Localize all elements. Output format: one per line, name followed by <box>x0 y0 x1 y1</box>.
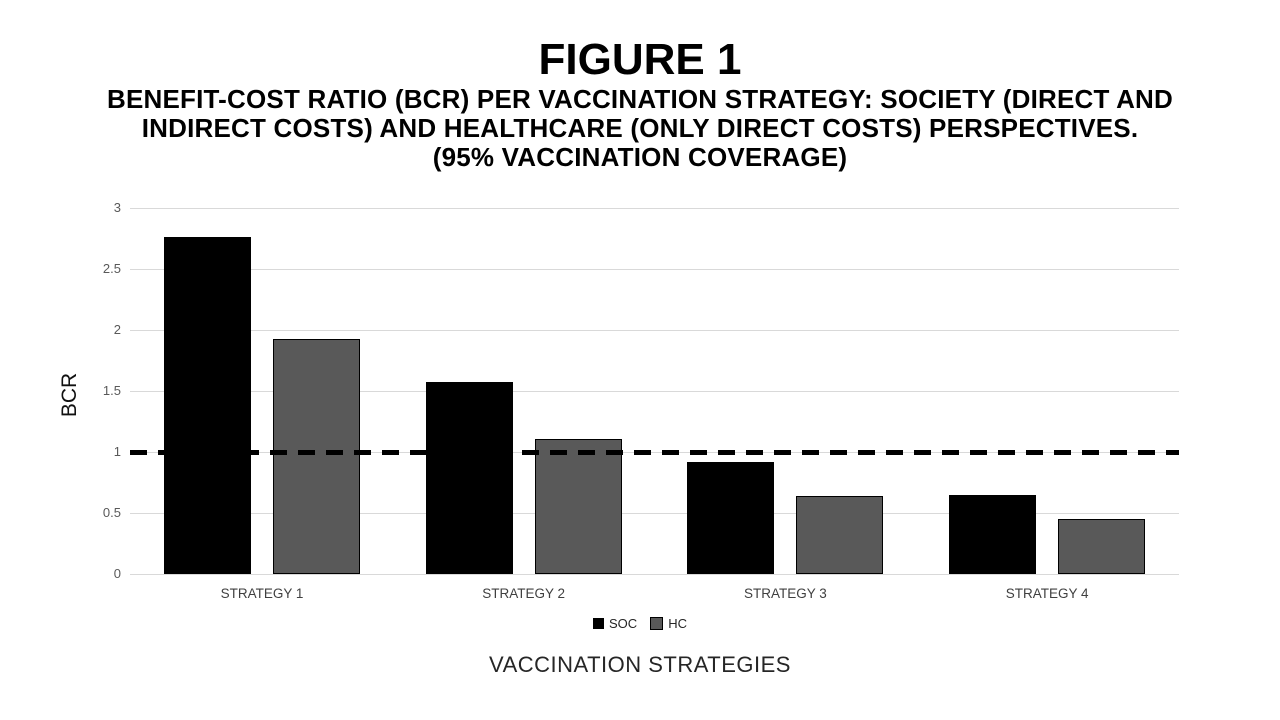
bar-soc-strategy-3 <box>687 462 775 574</box>
gridline-0.5 <box>130 513 1179 514</box>
gridline-2.5 <box>130 269 1179 270</box>
gridline-2 <box>130 330 1179 331</box>
legend-swatch-hc <box>650 617 664 630</box>
subtitle-line-2: INDIRECT COSTS) AND HEALTHCARE (ONLY DIR… <box>141 113 1139 143</box>
legend-label-hc: HC <box>668 616 687 631</box>
y-tick-label-0: 0 <box>113 566 121 581</box>
y-tick-label-2: 2 <box>113 322 121 337</box>
y-tick-label-2.5: 2.5 <box>102 261 121 276</box>
legend-item-hc: HC <box>650 616 687 631</box>
reference-line-bcr-1 <box>130 449 1179 455</box>
bar-hc-strategy-4 <box>1058 519 1146 574</box>
x-category-label: STRATEGY 2 <box>482 586 566 601</box>
subtitle-line-3: (95% VACCINATION COVERAGE) <box>432 142 848 172</box>
legend-label-soc: SOC <box>609 616 638 631</box>
figure-title: FIGURE 1 <box>538 35 742 84</box>
x-category-label: STRATEGY 1 <box>220 586 304 601</box>
subtitle-line-1: BENEFIT-COST RATIO (BCR) PER VACCINATION… <box>106 84 1174 114</box>
x-category-label: STRATEGY 3 <box>744 586 827 601</box>
figure-subtitle: BENEFIT-COST RATIO (BCR) PER VACCINATION… <box>40 85 1240 172</box>
x-axis-title: VACCINATION STRATEGIES <box>489 652 791 677</box>
gridline-3 <box>130 208 1179 209</box>
y-tick-label-1.5: 1.5 <box>102 383 121 398</box>
y-tick-label-1: 1 <box>113 444 121 459</box>
legend: SOC HC <box>0 616 1280 631</box>
bar-soc-strategy-1 <box>164 237 251 574</box>
bar-soc-strategy-2 <box>425 382 513 574</box>
y-tick-label-0.5: 0.5 <box>102 505 121 520</box>
bar-hc-strategy-1 <box>273 339 360 574</box>
gridline-1.5 <box>130 391 1179 392</box>
bar-hc-strategy-2 <box>534 439 622 574</box>
bar-hc-strategy-3 <box>796 496 884 574</box>
legend-item-soc: SOC <box>593 616 637 631</box>
y-tick-label-3: 3 <box>113 200 121 215</box>
bar-soc-strategy-4 <box>949 495 1037 574</box>
legend-swatch-soc <box>593 618 605 629</box>
x-category-label: STRATEGY 4 <box>1005 586 1089 601</box>
gridline-0 <box>130 574 1179 575</box>
